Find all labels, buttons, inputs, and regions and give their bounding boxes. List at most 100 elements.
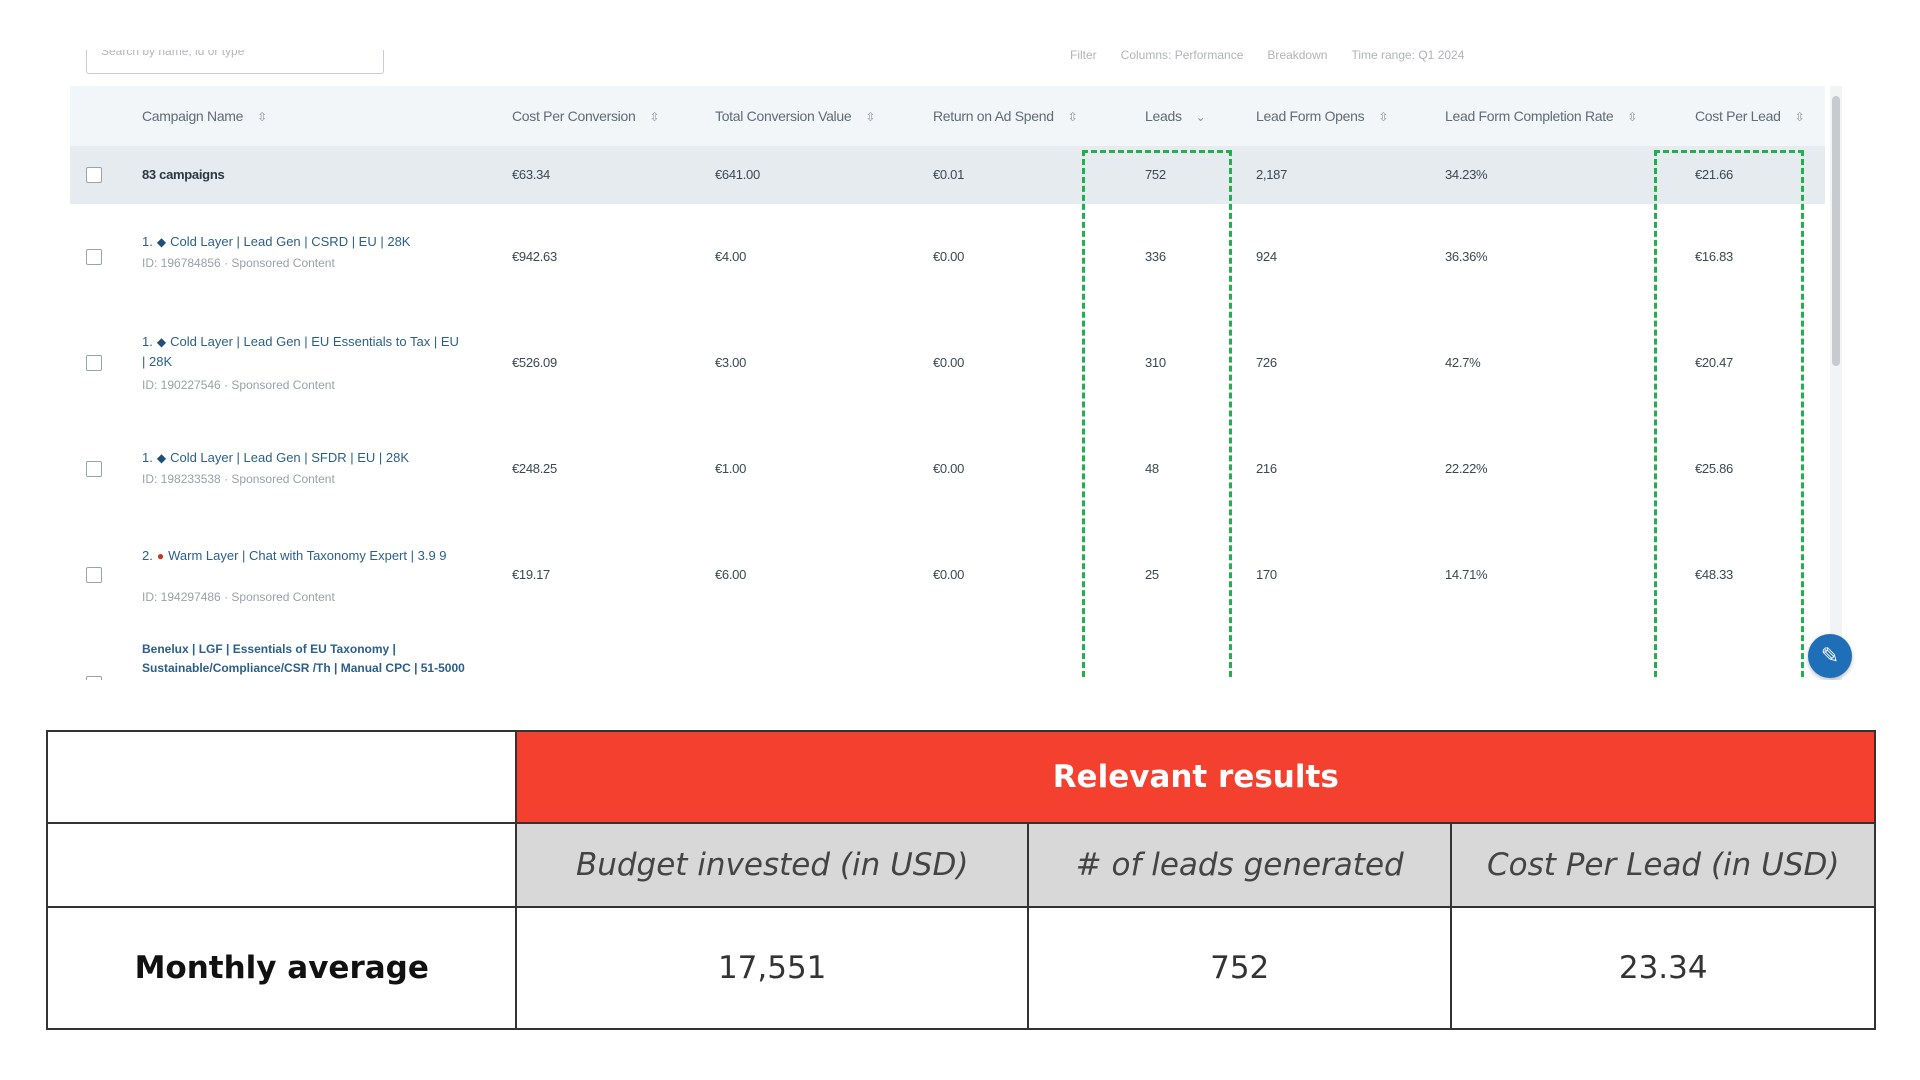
budget-value: 17,551 [515, 906, 1029, 1030]
cell-lead-form-opens: 170 [1256, 567, 1277, 582]
cell-cost-per-lead: €20.47 [1695, 355, 1733, 370]
row-checkbox[interactable] [86, 355, 102, 371]
empty-label-cell [45, 822, 518, 908]
total-campaigns-label: 83 campaigns [142, 167, 225, 182]
cell-completion-rate: 36.36% [1445, 249, 1488, 264]
results-header-row: Relevant results [45, 730, 1876, 824]
cell-leads: 48 [1145, 461, 1159, 476]
results-summary-table: Relevant results Budget invested (in USD… [45, 730, 1876, 1030]
cell-total-conversion-value: €641.00 [715, 167, 760, 182]
scrollbar-thumb[interactable] [1832, 96, 1840, 366]
cell-cost-per-lead: €21.66 [1695, 167, 1733, 182]
table-row-total: 83 campaigns €63.34 €641.00 €0.01 752 2,… [70, 146, 1825, 205]
cell-total-conversion-value: €6.00 [715, 567, 747, 582]
dot-icon: ● [156, 549, 165, 563]
cost-per-lead-value: 23.34 [1450, 906, 1876, 1030]
row-checkbox[interactable] [86, 167, 102, 183]
column-header-lead-form-completion-rate[interactable]: Lead Form Completion Rate ⇳ [1445, 86, 1637, 146]
cell-lead-form-opens: 2,187 [1256, 167, 1288, 182]
column-header-cost-per-conversion[interactable]: Cost Per Conversion ⇳ [512, 86, 660, 146]
filter-control[interactable]: Filter [1070, 50, 1097, 62]
table-row[interactable]: Benelux | LGF | Essentials of EU Taxonom… [70, 628, 1825, 680]
row-checkbox[interactable] [86, 567, 102, 583]
empty-corner-cell [45, 730, 518, 824]
sort-icon[interactable]: ⇳ [1794, 110, 1805, 124]
vertical-scrollbar[interactable] [1830, 86, 1842, 680]
cell-cost-per-conversion: €248.25 [512, 461, 557, 476]
column-header-return-on-ad-spend[interactable]: Return on Ad Spend ⇳ [933, 86, 1078, 146]
cell-lead-form-opens: 924 [1256, 249, 1277, 264]
campaign-name-link[interactable]: 2. ● Warm Layer | Chat with Taxonomy Exper… [142, 548, 447, 563]
budget-column-header: Budget invested (in USD) [515, 822, 1029, 908]
campaign-id-label: ID: 194297486 · Sponsored Content [142, 590, 335, 604]
table-header: Campaign Name ⇳ Cost Per Conversion ⇳ Tota… [70, 86, 1825, 147]
cell-roas: €0.00 [933, 249, 965, 264]
table-row[interactable]: 2. ● Warm Layer | Chat with Taxonomy Exper… [70, 522, 1825, 629]
campaign-name-link[interactable]: 1. ◆ Cold Layer | Lead Gen | CSRD | EU | 2… [142, 234, 411, 249]
cell-cost-per-lead: €48.33 [1695, 567, 1733, 582]
sort-icon[interactable]: ⇳ [257, 110, 267, 124]
cell-cost-per-lead: €16.83 [1695, 249, 1733, 264]
monthly-average-label: Monthly average [45, 906, 518, 1030]
campaign-table-screenshot: Search by name, id or type Filter Column… [70, 50, 1855, 680]
diamond-icon: ◆ [156, 335, 167, 349]
cell-cost-per-conversion: €942.63 [512, 249, 557, 264]
help-chat-icon[interactable]: ✎ [1808, 634, 1852, 678]
search-input[interactable]: Search by name, id or type [86, 50, 384, 74]
diamond-icon: ◆ [156, 235, 167, 249]
column-header-leads[interactable]: Leads ⌄ [1145, 86, 1206, 146]
cell-leads: 336 [1145, 249, 1166, 264]
table-row[interactable]: 1. ◆ Cold Layer | Lead Gen | SFDR | EU | 2… [70, 416, 1825, 523]
column-header-cost-per-lead[interactable]: Cost Per Lead ⇳ [1695, 86, 1805, 146]
leads-value: 752 [1026, 906, 1453, 1030]
sort-down-icon[interactable]: ⌄ [1195, 110, 1206, 124]
cell-cost-per-conversion: €526.09 [512, 355, 557, 370]
row-checkbox[interactable] [86, 676, 102, 680]
column-header-total-conversion-value[interactable]: Total Conversion Value ⇳ [715, 86, 875, 146]
sort-icon[interactable]: ⇳ [1627, 110, 1638, 124]
campaign-name-link[interactable]: 1. ◆ Cold Layer | Lead Gen | EU Essentials… [142, 334, 459, 369]
column-header-lead-form-opens[interactable]: Lead Form Opens ⇳ [1256, 86, 1388, 146]
monthly-average-row: Monthly average 17,551 752 23.34 [45, 906, 1876, 1030]
cell-cost-per-conversion: €19.17 [512, 567, 550, 582]
cell-lead-form-opens: 726 [1256, 355, 1277, 370]
cell-completion-rate: 22.22% [1445, 461, 1488, 476]
cell-cost-per-lead: €25.86 [1695, 461, 1733, 476]
cell-lead-form-opens: 216 [1256, 461, 1277, 476]
columns-control[interactable]: Columns: Performance [1120, 50, 1244, 62]
table-toolbar: Search by name, id or type Filter Column… [70, 50, 1855, 86]
row-checkbox[interactable] [86, 461, 102, 477]
campaign-id-label: ID: 196784856 · Sponsored Content [142, 256, 335, 270]
cell-cost-per-conversion: €63.34 [512, 167, 550, 182]
leads-column-header: # of leads generated [1026, 822, 1453, 908]
cell-completion-rate: 34.23% [1445, 167, 1488, 182]
column-header-campaign-name[interactable]: Campaign Name ⇳ [142, 86, 267, 146]
toolbar-controls: Filter Columns: Performance Breakdown Ti… [1070, 50, 1830, 62]
cell-roas: €0.00 [933, 461, 965, 476]
cell-completion-rate: 42.7% [1445, 355, 1481, 370]
row-checkbox[interactable] [86, 249, 102, 265]
cell-leads: 25 [1145, 567, 1159, 582]
diamond-icon: ◆ [156, 451, 167, 465]
breakdown-control[interactable]: Breakdown [1267, 50, 1328, 62]
campaign-id-label: ID: 198233538 · Sponsored Content [142, 472, 335, 486]
cell-roas: €0.00 [933, 567, 965, 582]
sort-icon[interactable]: ⇳ [1378, 110, 1389, 124]
time-range-control[interactable]: Time range: Q1 2024 [1351, 50, 1465, 62]
cell-leads: 752 [1145, 167, 1166, 182]
campaign-name-link[interactable]: 1. ◆ Cold Layer | Lead Gen | SFDR | EU | 2… [142, 450, 410, 465]
table-row[interactable]: 1. ◆ Cold Layer | Lead Gen | CSRD | EU | 2… [70, 204, 1825, 311]
cell-total-conversion-value: €3.00 [715, 355, 747, 370]
sort-icon[interactable]: ⇳ [865, 110, 876, 124]
table-row[interactable]: 1. ◆ Cold Layer | Lead Gen | EU Essentials… [70, 310, 1825, 417]
campaign-id-label: ID: 190227546 · Sponsored Content [142, 378, 335, 392]
cell-roas: €0.01 [933, 167, 965, 182]
cell-leads: 310 [1145, 355, 1166, 370]
results-column-row: Budget invested (in USD) # of leads gene… [45, 822, 1876, 908]
sort-icon[interactable]: ⇳ [649, 110, 660, 124]
cell-roas: €0.00 [933, 355, 965, 370]
campaign-name-link[interactable]: Benelux | LGF | Essentials of EU Taxonom… [142, 642, 465, 675]
cost-per-lead-column-header: Cost Per Lead (in USD) [1450, 822, 1876, 908]
sort-icon[interactable]: ⇳ [1067, 110, 1078, 124]
cell-total-conversion-value: €4.00 [715, 249, 747, 264]
